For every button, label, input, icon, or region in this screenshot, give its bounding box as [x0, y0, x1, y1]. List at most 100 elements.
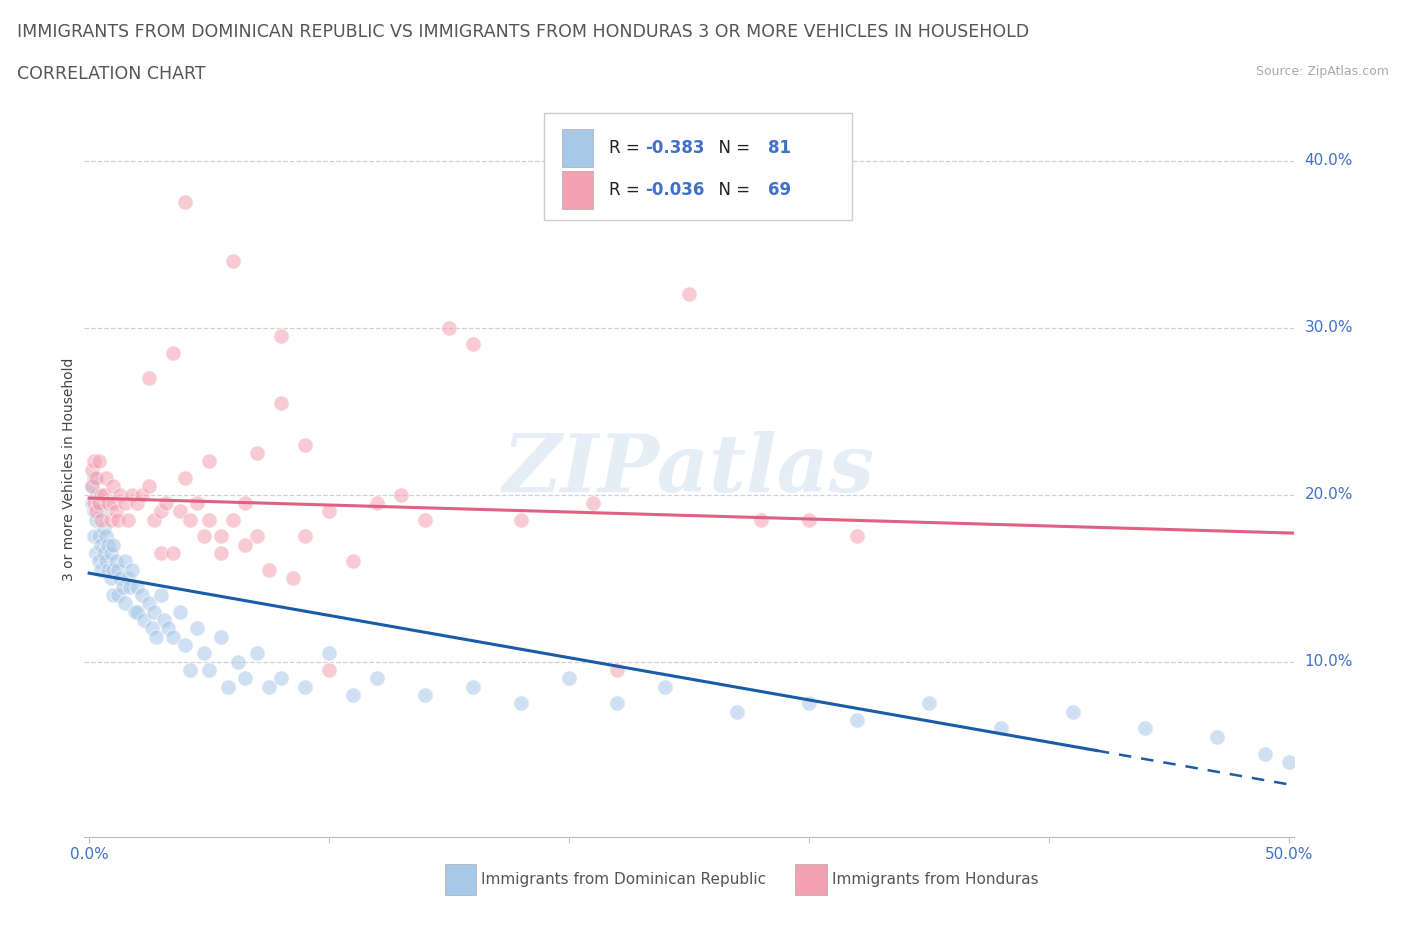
- Point: [138, 370, 160, 385]
- Point: [127, 496, 149, 511]
- Point: [461, 679, 484, 694]
- Point: [101, 588, 124, 603]
- Point: [94, 471, 117, 485]
- Point: [110, 571, 132, 586]
- Point: [1133, 721, 1156, 736]
- Point: [111, 579, 134, 594]
- Point: [150, 546, 173, 561]
- Point: [217, 679, 239, 694]
- Point: [142, 604, 165, 619]
- Point: [131, 588, 153, 603]
- Point: [246, 645, 269, 660]
- Point: [174, 195, 197, 210]
- Text: ZIPatlas: ZIPatlas: [503, 431, 875, 509]
- Point: [80, 479, 103, 494]
- Point: [162, 630, 184, 644]
- Point: [80, 462, 103, 477]
- Point: [121, 563, 143, 578]
- Point: [186, 621, 208, 636]
- Point: [101, 563, 124, 578]
- Text: -0.036: -0.036: [645, 180, 704, 199]
- Point: [606, 696, 628, 711]
- Point: [233, 671, 256, 685]
- Text: R =: R =: [609, 180, 645, 199]
- Point: [582, 496, 605, 511]
- Point: [141, 621, 163, 636]
- Point: [366, 671, 388, 685]
- Point: [1062, 704, 1084, 719]
- Point: [107, 512, 129, 527]
- Point: [90, 487, 112, 502]
- Point: [86, 546, 108, 561]
- Point: [342, 554, 364, 569]
- Point: [918, 696, 941, 711]
- Point: [114, 496, 136, 511]
- Point: [193, 645, 215, 660]
- Point: [294, 437, 316, 452]
- Point: [179, 662, 201, 677]
- Point: [389, 487, 412, 502]
- Point: [209, 529, 232, 544]
- Point: [246, 529, 269, 544]
- FancyBboxPatch shape: [562, 170, 593, 209]
- Point: [114, 554, 136, 569]
- Point: [117, 571, 139, 586]
- Point: [342, 687, 364, 702]
- Point: [281, 571, 304, 586]
- Point: [86, 471, 108, 485]
- Point: [86, 504, 108, 519]
- Point: [437, 320, 460, 335]
- Point: [174, 638, 197, 653]
- Text: -0.383: -0.383: [645, 139, 704, 157]
- Point: [198, 512, 221, 527]
- Point: [749, 512, 772, 527]
- Point: [155, 496, 177, 511]
- Point: [558, 671, 581, 685]
- Point: [257, 563, 280, 578]
- Point: [97, 496, 120, 511]
- Point: [83, 529, 105, 544]
- Y-axis label: 3 or more Vehicles in Household: 3 or more Vehicles in Household: [62, 358, 76, 581]
- Point: [169, 604, 191, 619]
- Point: [198, 662, 221, 677]
- Text: 81: 81: [768, 139, 790, 157]
- Text: N =: N =: [709, 180, 755, 199]
- Point: [318, 645, 340, 660]
- Point: [162, 345, 184, 360]
- Point: [134, 613, 156, 628]
- Point: [461, 337, 484, 352]
- Point: [510, 696, 533, 711]
- Point: [845, 529, 868, 544]
- Point: [145, 630, 167, 644]
- Text: 20.0%: 20.0%: [1305, 487, 1353, 502]
- Point: [131, 487, 153, 502]
- Point: [366, 496, 388, 511]
- Point: [318, 504, 340, 519]
- Text: N =: N =: [709, 139, 755, 157]
- Point: [169, 504, 191, 519]
- Point: [83, 496, 105, 511]
- Point: [93, 546, 115, 561]
- Point: [678, 286, 700, 301]
- Point: [118, 579, 141, 594]
- Point: [152, 613, 174, 628]
- Point: [270, 671, 292, 685]
- Point: [86, 487, 108, 502]
- Point: [90, 512, 112, 527]
- Point: [270, 328, 292, 343]
- Point: [90, 538, 112, 552]
- Point: [162, 546, 184, 561]
- Point: [257, 679, 280, 694]
- Point: [294, 679, 316, 694]
- Text: Source: ZipAtlas.com: Source: ZipAtlas.com: [1256, 65, 1389, 78]
- Point: [193, 529, 215, 544]
- Text: 30.0%: 30.0%: [1305, 320, 1353, 335]
- Point: [83, 454, 105, 469]
- Point: [100, 546, 122, 561]
- Point: [100, 571, 122, 586]
- Point: [222, 512, 245, 527]
- Point: [198, 454, 221, 469]
- Point: [270, 395, 292, 410]
- Point: [110, 487, 132, 502]
- Point: [797, 696, 820, 711]
